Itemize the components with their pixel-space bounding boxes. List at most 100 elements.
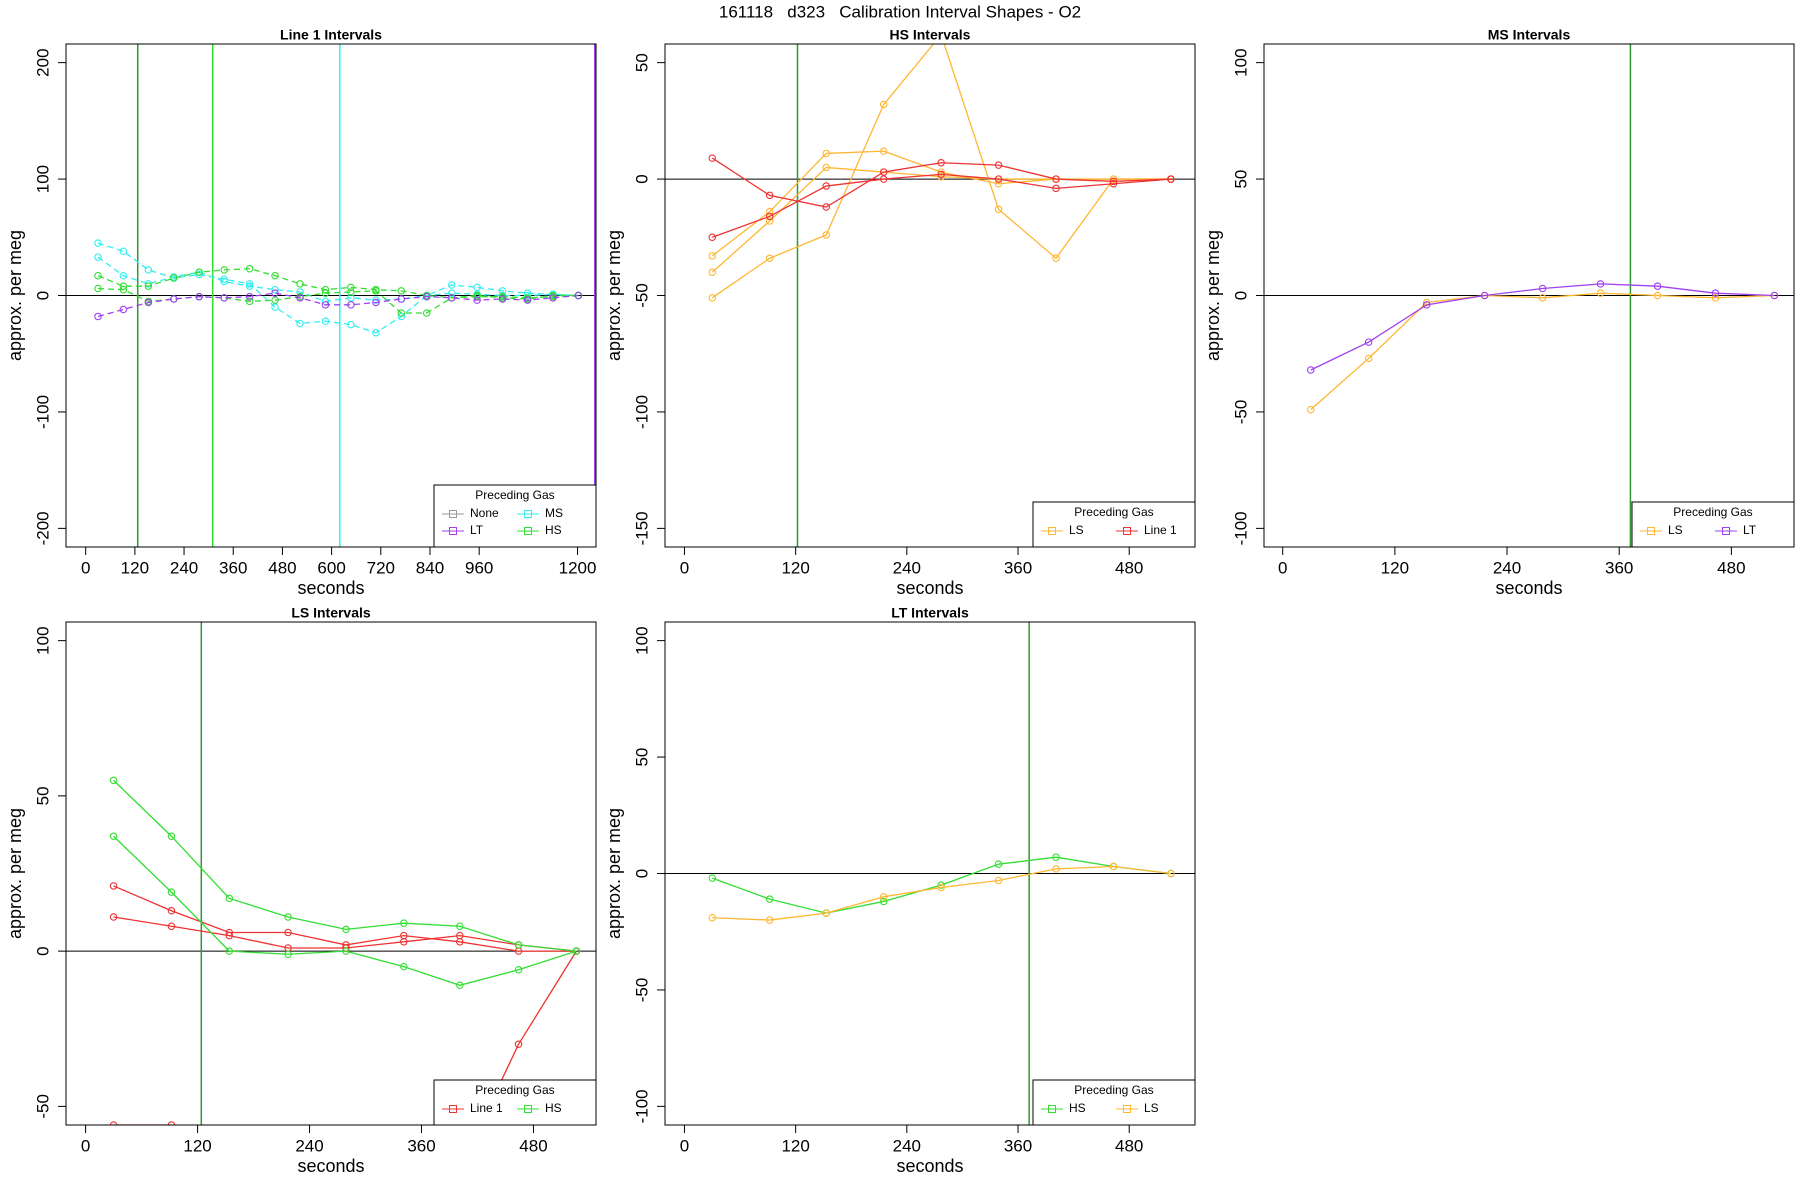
panel-title: LT Intervals bbox=[891, 605, 969, 621]
data-point bbox=[94, 253, 102, 261]
data-point bbox=[119, 305, 128, 314]
data-point bbox=[1538, 284, 1547, 293]
data-point bbox=[119, 271, 128, 280]
data-point bbox=[1052, 853, 1060, 861]
data-point bbox=[347, 301, 355, 309]
legend-marker bbox=[1722, 527, 1730, 535]
series-line bbox=[113, 835, 577, 986]
data-point bbox=[284, 928, 292, 937]
y-tick-label: 50 bbox=[632, 748, 651, 767]
data-point bbox=[1109, 175, 1118, 183]
data-point bbox=[879, 893, 888, 901]
y-tick-label: -100 bbox=[632, 395, 651, 429]
data-point bbox=[1770, 291, 1779, 300]
y-tick-label: 0 bbox=[632, 174, 651, 183]
data-point bbox=[937, 883, 945, 892]
data-point bbox=[94, 284, 102, 293]
data-point bbox=[822, 909, 830, 917]
data-point bbox=[994, 175, 1003, 183]
y-axis-label: approx. per meg bbox=[5, 808, 25, 939]
data-point bbox=[1653, 291, 1662, 300]
legend: Preceding Gas LS Line 1 bbox=[1032, 501, 1196, 548]
series-line bbox=[113, 779, 577, 952]
data-point bbox=[708, 154, 717, 162]
x-tick-label: 120 bbox=[183, 1136, 211, 1155]
data-point bbox=[347, 294, 355, 302]
y-tick-label: 0 bbox=[33, 291, 52, 300]
data-point bbox=[1422, 301, 1431, 309]
legend-marker bbox=[1647, 527, 1655, 535]
legend: Preceding Gas HS LS bbox=[1032, 1079, 1196, 1126]
series-line bbox=[97, 256, 579, 302]
x-tick-label: 960 bbox=[465, 558, 493, 577]
series-line bbox=[711, 166, 1171, 273]
plot-area bbox=[665, 44, 1195, 547]
y-tick-label: -150 bbox=[632, 511, 651, 545]
data-point bbox=[94, 312, 102, 321]
y-tick-label: 0 bbox=[33, 946, 52, 955]
series-line bbox=[712, 865, 1171, 921]
data-point bbox=[1109, 862, 1118, 871]
legend-label: LS bbox=[1144, 1101, 1159, 1115]
data-point bbox=[271, 271, 279, 280]
legend-marker bbox=[1123, 1105, 1131, 1113]
legend-marker bbox=[449, 527, 457, 535]
data-point bbox=[225, 947, 234, 955]
legend-box bbox=[1631, 501, 1795, 548]
plot-area bbox=[66, 44, 596, 547]
data-point bbox=[514, 1040, 523, 1049]
legend-marker bbox=[524, 527, 532, 535]
data-point bbox=[109, 882, 118, 890]
plot-frame bbox=[664, 43, 1196, 548]
data-point bbox=[342, 925, 350, 934]
data-point bbox=[994, 876, 1003, 885]
data-point bbox=[119, 247, 128, 256]
legend-marker bbox=[524, 510, 532, 518]
legend-marker bbox=[449, 510, 457, 518]
series-line bbox=[97, 268, 579, 300]
x-tick-label: 840 bbox=[416, 558, 444, 577]
data-point bbox=[549, 294, 557, 302]
y-tick-label: -100 bbox=[33, 395, 52, 429]
data-point bbox=[397, 287, 406, 295]
x-tick-label: 1200 bbox=[559, 558, 597, 577]
data-point bbox=[372, 329, 380, 337]
y-tick-label: -100 bbox=[1231, 511, 1250, 545]
panel: LT Intervals 0 120 240 360 480 -100 -50 0 50 100 se… bbox=[604, 605, 1196, 1176]
data-point bbox=[1167, 175, 1175, 183]
data-point bbox=[167, 832, 176, 840]
data-point bbox=[879, 100, 888, 109]
legend-label: LS bbox=[1668, 523, 1683, 537]
data-point bbox=[195, 270, 203, 279]
x-tick-label: 0 bbox=[1278, 558, 1287, 577]
data-point bbox=[708, 233, 717, 242]
y-tick-label: -200 bbox=[33, 511, 52, 545]
x-tick-label: 360 bbox=[1605, 558, 1633, 577]
x-tick-label: 120 bbox=[1381, 558, 1409, 577]
series-line bbox=[97, 292, 579, 318]
series-line bbox=[97, 242, 579, 334]
data-point bbox=[284, 950, 292, 958]
data-point bbox=[1052, 865, 1060, 873]
data-point bbox=[170, 295, 178, 303]
data-point bbox=[321, 317, 330, 325]
data-point bbox=[220, 275, 228, 283]
data-point bbox=[994, 161, 1003, 169]
data-point bbox=[1052, 254, 1060, 262]
legend: Preceding Gas None LT MS HS bbox=[433, 484, 597, 548]
x-tick-label: 0 bbox=[680, 1136, 689, 1155]
legend-label: Line 1 bbox=[470, 1101, 503, 1115]
data-point bbox=[765, 895, 774, 903]
data-point bbox=[447, 281, 456, 289]
data-point bbox=[284, 913, 292, 921]
legend: Preceding Gas Line 1 HS bbox=[433, 1079, 597, 1126]
x-tick-label: 240 bbox=[170, 558, 198, 577]
data-point bbox=[225, 894, 234, 903]
data-point bbox=[271, 289, 279, 297]
data-point bbox=[523, 291, 532, 300]
plot-area bbox=[665, 622, 1195, 1125]
data-point bbox=[220, 277, 228, 286]
data-point bbox=[879, 168, 888, 176]
series-line bbox=[113, 916, 577, 952]
